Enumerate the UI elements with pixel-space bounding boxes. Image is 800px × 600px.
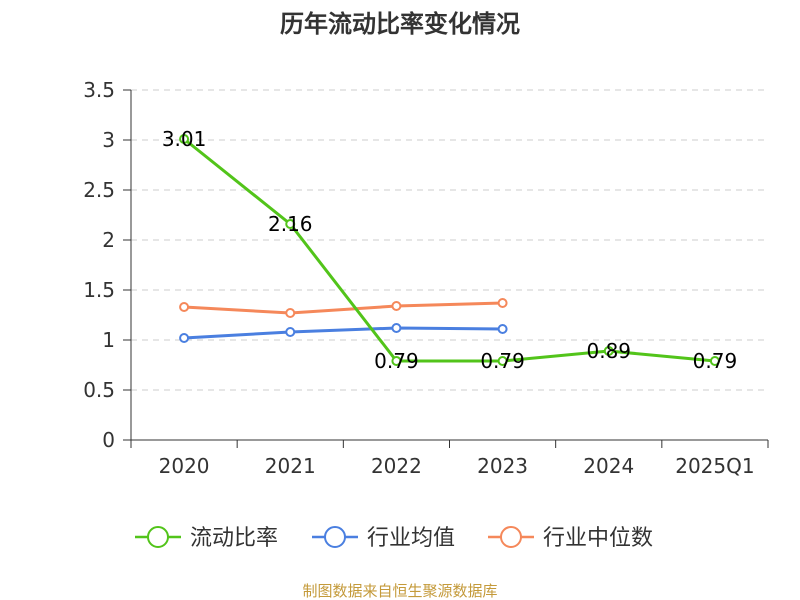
y-tick-label: 2.5	[83, 178, 115, 202]
data-label: 3.01	[162, 127, 207, 151]
y-tick-label: 0.5	[83, 378, 115, 402]
data-point	[391, 301, 402, 311]
data-point	[603, 346, 614, 356]
data-point	[497, 356, 508, 366]
data-point	[285, 327, 296, 337]
data-label: 0.89	[586, 339, 631, 363]
y-tick-label: 1	[102, 328, 115, 352]
data-point	[285, 219, 296, 229]
data-labels: 3.01 2.16 0.79 0.79 0.89 0.79	[162, 127, 737, 373]
data-label: 0.79	[374, 349, 419, 373]
data-label: 2.16	[268, 212, 313, 236]
x-tick-label: 2023	[477, 454, 528, 478]
legend-label: 行业中位数	[543, 526, 653, 551]
x-tick-label: 2025Q1	[675, 454, 754, 478]
grid-lines	[131, 89, 768, 391]
data-point	[179, 134, 190, 144]
legend-marker	[500, 526, 522, 548]
data-point	[497, 324, 508, 334]
y-tick-label: 2	[102, 228, 115, 252]
y-tick-label: 1.5	[83, 278, 115, 302]
series-line-0	[182, 137, 717, 363]
x-tick-label: 2021	[265, 454, 316, 478]
legend-marker	[324, 526, 346, 548]
legend-label: 行业均值	[367, 526, 455, 551]
x-tick-label: 2024	[583, 454, 634, 478]
data-point	[391, 323, 402, 333]
axes: 0 0.5 1 1.5 2 2.5 3 3.5 2020 2021 2022 2023 2024 2025…	[83, 78, 769, 478]
legend: 流动比率 行业均值 行业中位数	[135, 526, 653, 551]
legend-marker	[147, 526, 169, 548]
data-point	[391, 356, 402, 366]
data-point	[179, 333, 190, 343]
data-label: 0.79	[693, 349, 738, 373]
chart-title: 历年流动比率变化情况	[280, 10, 520, 38]
series-line-1	[182, 326, 505, 340]
series-lines	[179, 134, 720, 366]
series-line-2	[182, 301, 505, 315]
source-note: 制图数据来自恒生聚源数据库	[302, 582, 497, 600]
x-tick-label: 2022	[371, 454, 422, 478]
y-tick-label: 3.5	[83, 78, 115, 102]
data-point	[285, 308, 296, 318]
data-point	[179, 302, 190, 312]
y-tick-label: 3	[102, 128, 115, 152]
data-point	[497, 298, 508, 308]
data-label: 0.79	[480, 349, 525, 373]
data-point	[709, 356, 720, 366]
x-tick-label: 2020	[159, 454, 210, 478]
y-tick-label: 0	[102, 428, 115, 452]
legend-label: 流动比率	[190, 526, 278, 551]
